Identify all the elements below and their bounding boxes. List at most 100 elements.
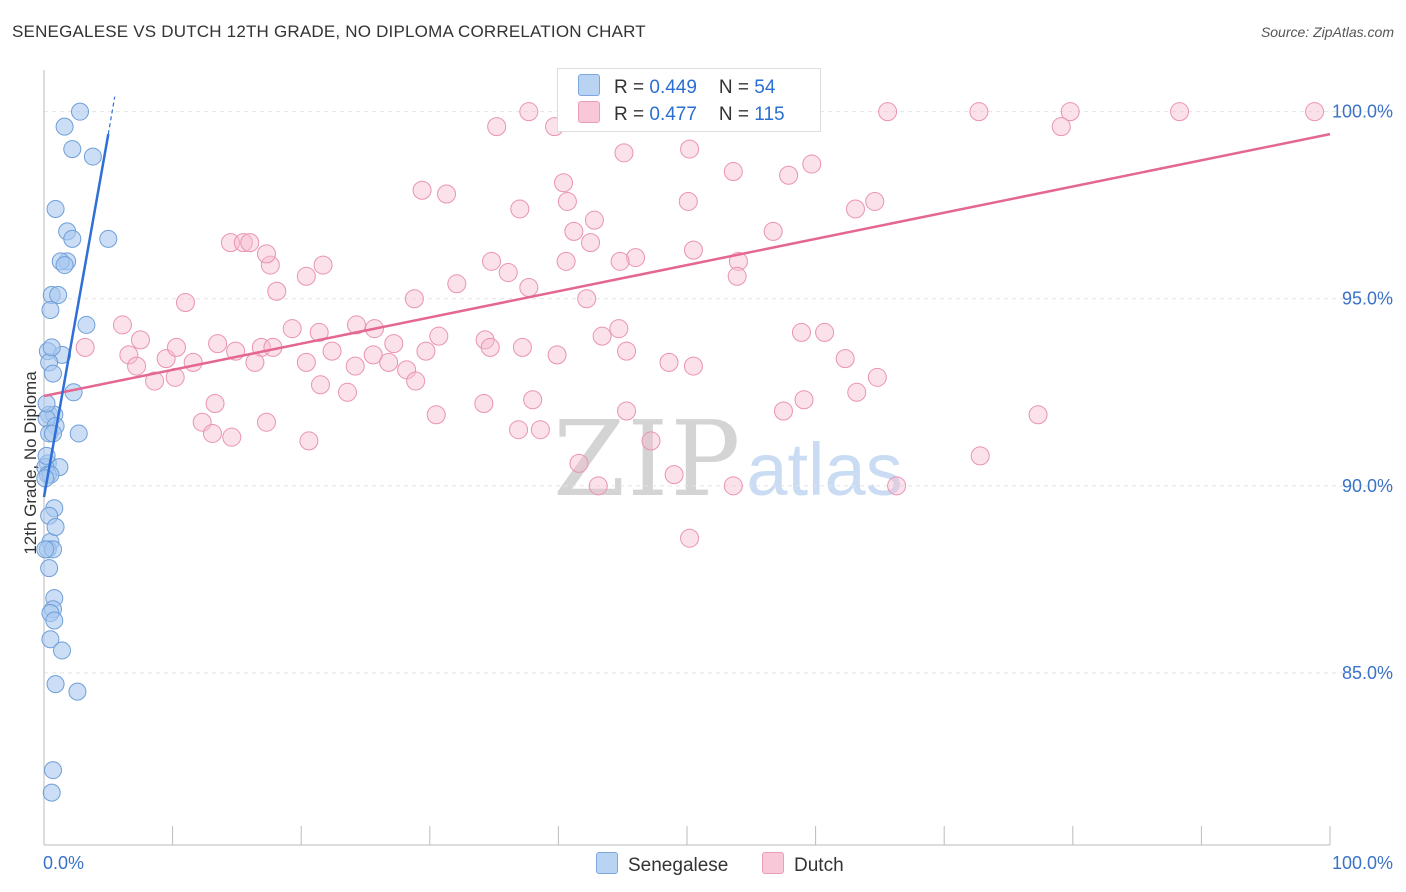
source-label: Source: ZipAtlas.com xyxy=(1260,24,1394,40)
bottom-legend-senegalese[interactable]: Senegalese xyxy=(596,852,728,878)
dutch-point xyxy=(969,102,989,122)
dutch-point xyxy=(447,274,467,294)
dutch-point xyxy=(175,292,195,312)
dutch-point xyxy=(404,289,424,309)
senegalese-swatch xyxy=(578,74,600,96)
dutch-point xyxy=(313,255,333,275)
dutch-point xyxy=(1051,117,1071,137)
dutch-point xyxy=(260,255,280,275)
axes xyxy=(43,70,1331,846)
dutch-point xyxy=(678,191,698,211)
y-tick-label: 90.0% xyxy=(1342,476,1393,496)
senegalese-point xyxy=(71,102,90,121)
dutch-point xyxy=(337,382,357,402)
watermark-atlas: atlas xyxy=(746,428,903,511)
stats-legend: R = 0.449 N = 54 R = 0.477 N = 115 xyxy=(557,68,821,132)
dutch-point xyxy=(617,401,637,421)
senegalese-point xyxy=(99,229,118,248)
watermark: ZIPatlas xyxy=(553,398,903,520)
dutch-point xyxy=(384,334,404,354)
dutch-point xyxy=(865,191,885,211)
dutch-point xyxy=(557,191,577,211)
dutch-point xyxy=(119,345,139,365)
senegalese-trend-extension xyxy=(107,96,116,135)
dutch-point xyxy=(379,352,399,372)
dutch-point xyxy=(145,371,165,391)
dutch-point xyxy=(1060,102,1080,122)
dutch-point xyxy=(510,199,530,219)
dutch-point xyxy=(205,394,225,414)
senegalese-point xyxy=(45,611,64,630)
senegalese-point xyxy=(63,140,82,159)
dutch-point xyxy=(680,139,700,159)
legend-row-dutch: R = 0.477 N = 115 xyxy=(578,101,785,127)
senegalese-point xyxy=(77,315,96,334)
dutch-point xyxy=(617,341,637,361)
watermark-zip: ZIP xyxy=(553,398,743,520)
dutch-point xyxy=(614,143,634,163)
n-value: 115 xyxy=(754,104,785,125)
dutch-point xyxy=(519,278,539,298)
dutch-point xyxy=(554,173,574,193)
senegalese-legend-label: Senegalese xyxy=(628,855,729,876)
dutch-point xyxy=(240,233,260,253)
dutch-point xyxy=(763,221,783,241)
y-axis-label: 12th Grade, No Diploma xyxy=(21,371,40,555)
tick-labels: 85.0% 90.0% 95.0% 100.0% 0.0% 100.0% xyxy=(43,102,1393,873)
dutch-point xyxy=(112,315,132,335)
dutch-point xyxy=(530,420,550,440)
dutch-point xyxy=(802,154,822,174)
dutch-point xyxy=(728,251,748,271)
dutch-point xyxy=(282,319,302,339)
senegalese-points xyxy=(36,102,118,802)
senegalese-point xyxy=(46,199,65,218)
senegalese-trend-line xyxy=(42,133,110,498)
r-label: R = xyxy=(614,77,650,98)
senegalese-point xyxy=(49,286,68,305)
dutch-points xyxy=(75,102,1325,548)
dutch-point xyxy=(791,322,811,342)
dutch-point xyxy=(556,251,576,271)
bottom-legend-dutch[interactable]: Dutch xyxy=(762,852,844,878)
dutch-point xyxy=(887,476,907,496)
dutch-point xyxy=(474,394,494,414)
dutch-point xyxy=(659,352,679,372)
trend-lines xyxy=(42,96,1331,498)
dutch-point xyxy=(794,390,814,410)
senegalese-point xyxy=(44,761,63,780)
dutch-point xyxy=(835,349,855,369)
dutch-point xyxy=(412,180,432,200)
dutch-point xyxy=(416,341,436,361)
n-value: 54 xyxy=(754,77,776,98)
dutch-point xyxy=(773,401,793,421)
senegalese-point xyxy=(42,338,61,357)
dutch-point xyxy=(683,356,703,376)
legend-row-senegalese: R = 0.449 N = 54 xyxy=(578,74,775,100)
dutch-swatch xyxy=(578,101,600,123)
dutch-point xyxy=(569,453,589,473)
senegalese-point xyxy=(69,424,88,443)
grid-lines xyxy=(44,111,1392,674)
senegalese-point xyxy=(53,641,72,660)
dutch-point xyxy=(345,356,365,376)
dutch-point xyxy=(310,375,330,395)
dutch-point xyxy=(664,465,684,485)
dutch-point xyxy=(547,345,567,365)
dutch-point xyxy=(1305,102,1325,122)
dutch-point xyxy=(970,446,990,466)
dutch-point xyxy=(480,337,500,357)
chart-title: SENEGALESE VS DUTCH 12TH GRADE, NO DIPLO… xyxy=(12,22,646,41)
senegalese-point xyxy=(46,675,65,694)
dutch-point xyxy=(727,266,747,286)
dutch-point xyxy=(406,371,426,391)
r-value: 0.449 xyxy=(649,77,697,98)
dutch-point xyxy=(683,240,703,260)
dutch-point xyxy=(878,102,898,122)
dutch-point xyxy=(363,345,383,365)
senegalese-point xyxy=(40,559,59,578)
dutch-legend-label: Dutch xyxy=(794,855,844,876)
y-tick-label: 95.0% xyxy=(1342,289,1393,309)
senegalese-point xyxy=(44,364,63,383)
y-tick-label: 85.0% xyxy=(1342,663,1393,683)
